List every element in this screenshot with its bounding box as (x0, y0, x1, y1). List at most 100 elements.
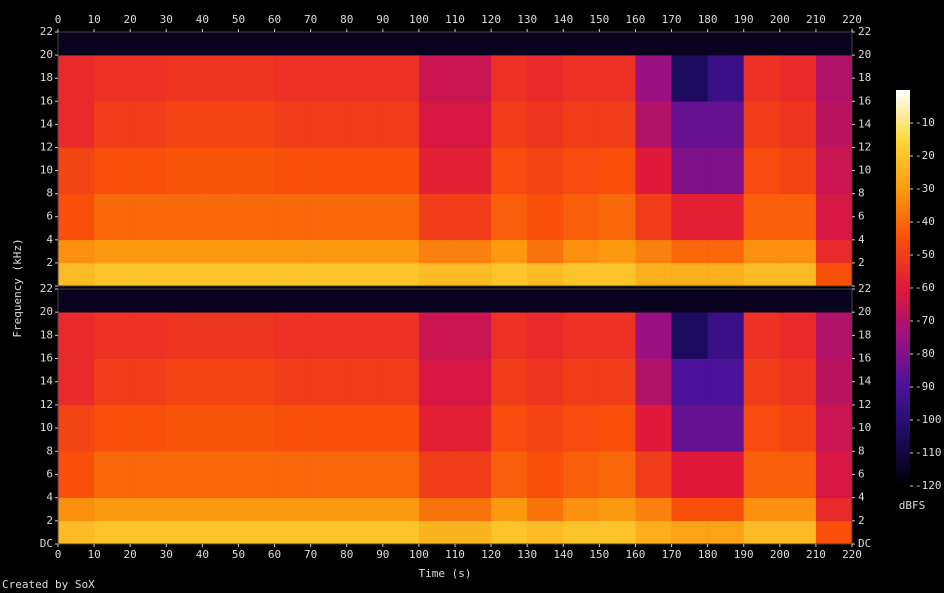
cell (274, 312, 311, 359)
cell (671, 262, 708, 287)
x-tick-label: 30 (160, 548, 173, 561)
x-tick-label: 100 (409, 548, 429, 561)
cell (418, 404, 456, 452)
cell (130, 289, 167, 313)
cell (527, 262, 564, 287)
cell (382, 32, 420, 56)
cell (707, 358, 745, 406)
cell (815, 32, 853, 56)
cell (599, 239, 636, 264)
y-tick-label: 18 (40, 71, 53, 84)
cell (815, 101, 853, 148)
cell (563, 262, 600, 287)
y-tick-label: 2 (46, 514, 53, 527)
y-tick-label: 10 (40, 164, 53, 177)
cell (274, 497, 311, 522)
y-tick-label: 16 (858, 352, 871, 365)
cell (707, 193, 745, 241)
cell (815, 147, 853, 194)
cell (635, 404, 672, 452)
x-tick-label: 20 (124, 13, 137, 26)
cell (202, 32, 239, 56)
x-tick-label: 140 (553, 13, 573, 26)
cell (635, 451, 672, 498)
cell (635, 520, 672, 545)
cell (238, 193, 275, 241)
cell (130, 193, 167, 241)
cell (346, 451, 384, 498)
x-tick-label: 220 (842, 548, 862, 561)
cell (707, 520, 745, 545)
cell (455, 101, 492, 148)
cell (94, 289, 131, 313)
cell (166, 193, 203, 241)
x-tick-label: 130 (517, 13, 537, 26)
cell (491, 497, 528, 522)
y-tick-label: 8 (46, 444, 53, 457)
cell (274, 55, 311, 102)
cell (166, 101, 203, 148)
cell (382, 239, 420, 264)
cell (815, 520, 853, 545)
cell (779, 239, 817, 264)
x-axis-label: Time (s) (419, 567, 472, 580)
cell (94, 520, 131, 545)
colorbar-tick-label: -100 (915, 413, 942, 426)
cell (382, 497, 420, 522)
cell (130, 32, 167, 56)
cell (527, 497, 564, 522)
cell (418, 312, 456, 359)
cell (418, 239, 456, 264)
cell (202, 358, 239, 406)
cell (238, 239, 275, 264)
cell (382, 520, 420, 545)
cell (527, 404, 564, 452)
cell (94, 312, 131, 359)
cell (238, 101, 275, 148)
cell (491, 404, 528, 452)
cell (599, 262, 636, 287)
x-tick-label: 150 (589, 548, 609, 561)
cell (563, 239, 600, 264)
cell (707, 101, 745, 148)
cell (130, 451, 167, 498)
x-tick-label: 200 (770, 548, 790, 561)
y-tick-label: 2 (858, 256, 865, 269)
cell (202, 55, 239, 102)
y-tick-label: 4 (858, 233, 865, 246)
cell (310, 147, 348, 194)
cell (563, 289, 600, 313)
y-tick-label: 14 (40, 375, 54, 388)
cell (527, 289, 564, 313)
cell (671, 239, 708, 264)
colorbar-tick-label: -20 (915, 149, 935, 162)
cell (743, 239, 781, 264)
cell (599, 497, 636, 522)
cell (58, 193, 95, 241)
y-tick-label: 6 (46, 467, 53, 480)
cell (671, 404, 708, 452)
cell (563, 32, 600, 56)
cell (274, 239, 311, 264)
cell (491, 358, 528, 406)
cell (310, 193, 348, 241)
cell (563, 147, 600, 194)
cell (635, 312, 672, 359)
cell (455, 497, 492, 522)
cell (671, 451, 708, 498)
cell (418, 55, 456, 102)
cell (563, 497, 600, 522)
cell (346, 101, 384, 148)
cell (743, 101, 781, 148)
cell (58, 312, 95, 359)
cell (346, 147, 384, 194)
cell (418, 358, 456, 406)
cell (274, 147, 311, 194)
x-tick-label: 100 (409, 13, 429, 26)
cell (166, 497, 203, 522)
x-tick-label: 160 (626, 13, 646, 26)
cell (310, 451, 348, 498)
cell (455, 312, 492, 359)
cell (130, 358, 167, 406)
cell (418, 262, 456, 287)
